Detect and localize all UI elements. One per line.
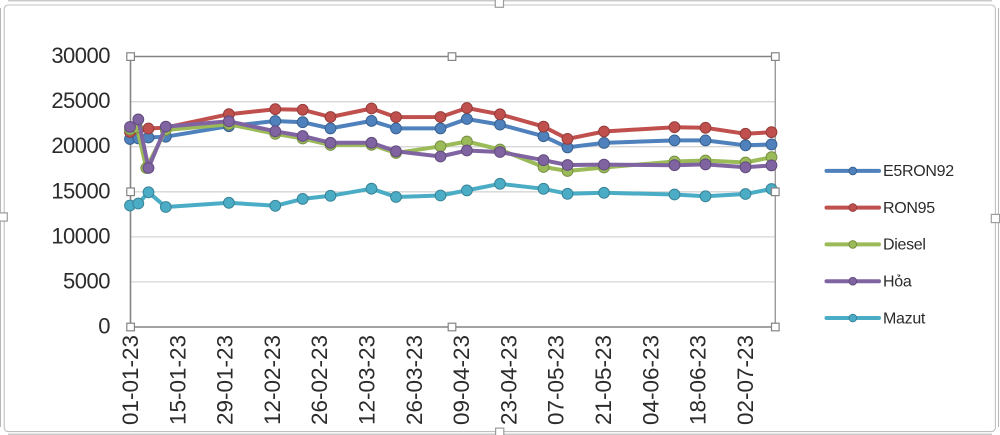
svg-text:21-05-23: 21-05-23 [591,335,616,425]
svg-text:0: 0 [98,314,110,339]
svg-text:Mazut: Mazut [883,310,926,327]
svg-text:07-05-23: 07-05-23 [544,335,569,425]
svg-text:15000: 15000 [51,178,110,203]
svg-text:12-03-23: 12-03-23 [355,335,380,425]
svg-text:12-02-23: 12-02-23 [260,335,285,425]
svg-text:5000: 5000 [63,268,110,293]
svg-text:20000: 20000 [51,133,110,158]
svg-text:15-01-23: 15-01-23 [165,335,190,425]
svg-text:01-01-23: 01-01-23 [118,335,143,425]
svg-text:26-02-23: 26-02-23 [307,335,332,425]
svg-text:RON95: RON95 [883,200,935,217]
svg-text:23-04-23: 23-04-23 [496,335,521,425]
svg-text:Diesel: Diesel [883,237,926,254]
svg-text:29-01-23: 29-01-23 [213,335,238,425]
svg-text:18-06-23: 18-06-23 [686,335,711,425]
svg-text:E5RON92: E5RON92 [883,163,954,180]
svg-text:26-03-23: 26-03-23 [402,335,427,425]
svg-text:30000: 30000 [51,43,110,68]
svg-text:04-06-23: 04-06-23 [638,335,663,425]
svg-text:02-07-23: 02-07-23 [733,335,758,425]
svg-text:Hỏa: Hỏa [883,274,912,291]
svg-text:09-04-23: 09-04-23 [449,335,474,425]
svg-text:10000: 10000 [51,223,110,248]
svg-text:25000: 25000 [51,88,110,113]
